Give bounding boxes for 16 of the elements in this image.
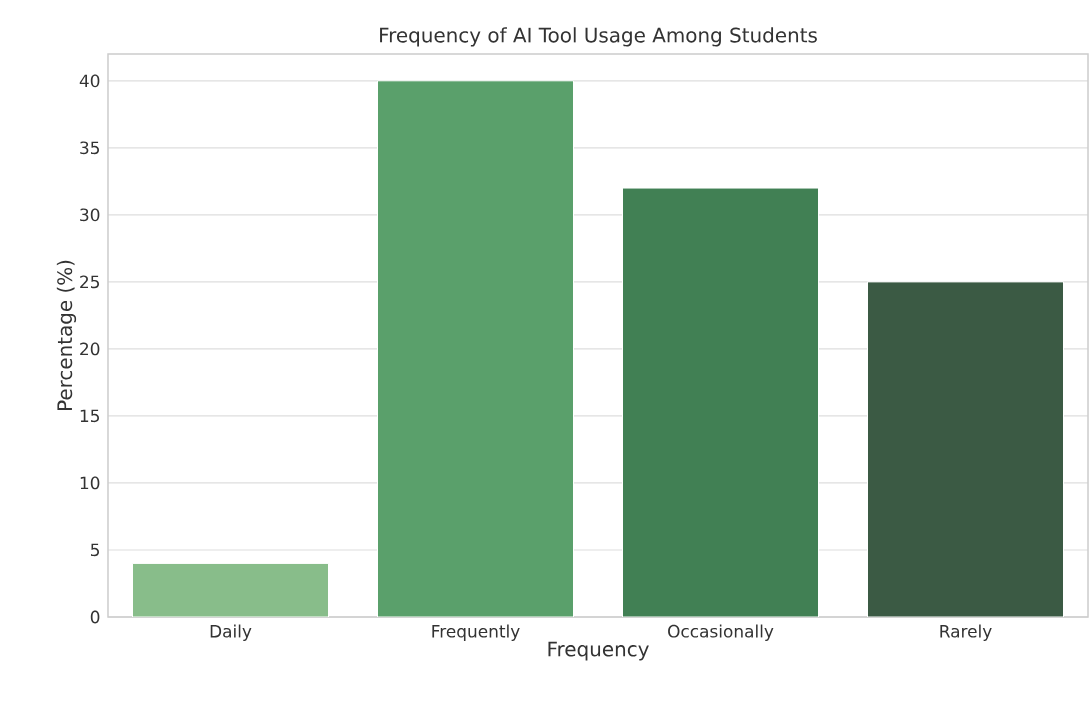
- y-tick-label: 25: [80, 275, 99, 289]
- x-tick-label: Occasionally: [668, 624, 774, 641]
- y-tick-label: 5: [91, 543, 99, 557]
- chart-title: Frequency of AI Tool Usage Among Students: [380, 27, 817, 47]
- y-tick-label: 10: [80, 476, 100, 490]
- y-tick-label: 30: [80, 208, 100, 222]
- x-axis-title: Frequency: [548, 641, 649, 661]
- x-tick-label: Daily: [210, 624, 252, 641]
- y-tick-label: 35: [80, 141, 99, 155]
- y-tick-label: 20: [80, 342, 100, 356]
- y-tick-label: 0: [90, 610, 100, 624]
- x-tick-label: Rarely: [940, 624, 992, 641]
- x-tick-label: Frequently: [432, 624, 520, 641]
- y-axis-title: Percentage (%): [56, 260, 77, 410]
- y-tick-label: 15: [80, 409, 99, 423]
- y-tick-label: 40: [79, 74, 100, 88]
